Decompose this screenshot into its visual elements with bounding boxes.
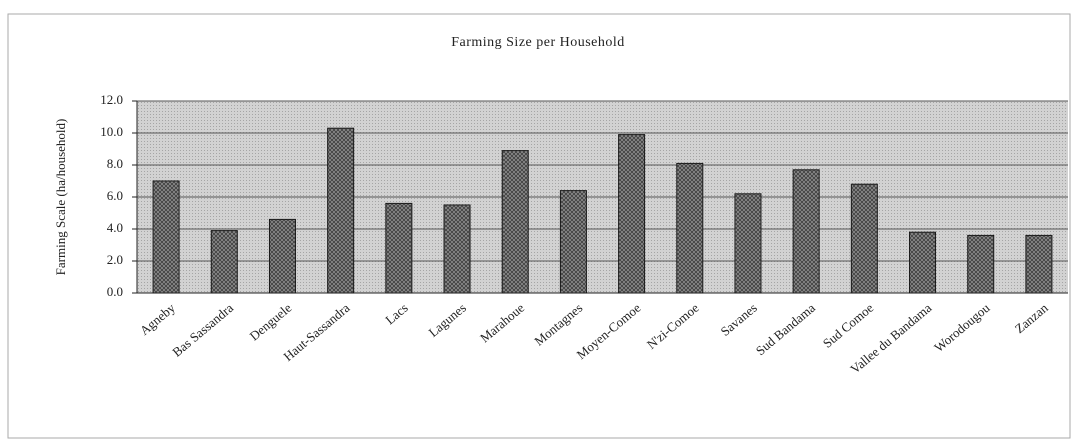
bar-texture — [153, 181, 180, 293]
y-tick-label: 2.0 — [107, 252, 123, 267]
bar-texture — [967, 235, 994, 293]
bar-texture — [269, 219, 296, 293]
y-tick-label: 10.0 — [100, 124, 123, 139]
bar-texture — [385, 203, 412, 293]
y-tick-label: 8.0 — [107, 156, 123, 171]
bar-texture — [327, 128, 354, 293]
bar-texture — [909, 232, 936, 293]
y-axis-label: Farming Scale (ha/household) — [53, 119, 68, 276]
bar-texture — [211, 230, 238, 293]
bar-texture — [618, 134, 645, 293]
chart-title: Farming Size per Household — [451, 35, 625, 50]
y-tick-label: 6.0 — [107, 188, 123, 203]
bar-texture — [1025, 235, 1052, 293]
y-tick-label: 12.0 — [100, 92, 123, 107]
bar-texture — [560, 190, 587, 293]
bar-texture — [793, 169, 820, 293]
bar-texture — [444, 205, 471, 293]
bar-texture — [502, 150, 529, 293]
y-tick-label: 0.0 — [107, 284, 123, 299]
bar-texture — [851, 184, 878, 293]
bar-texture — [734, 193, 761, 293]
y-tick-label: 4.0 — [107, 220, 123, 235]
bar-texture — [676, 163, 703, 293]
